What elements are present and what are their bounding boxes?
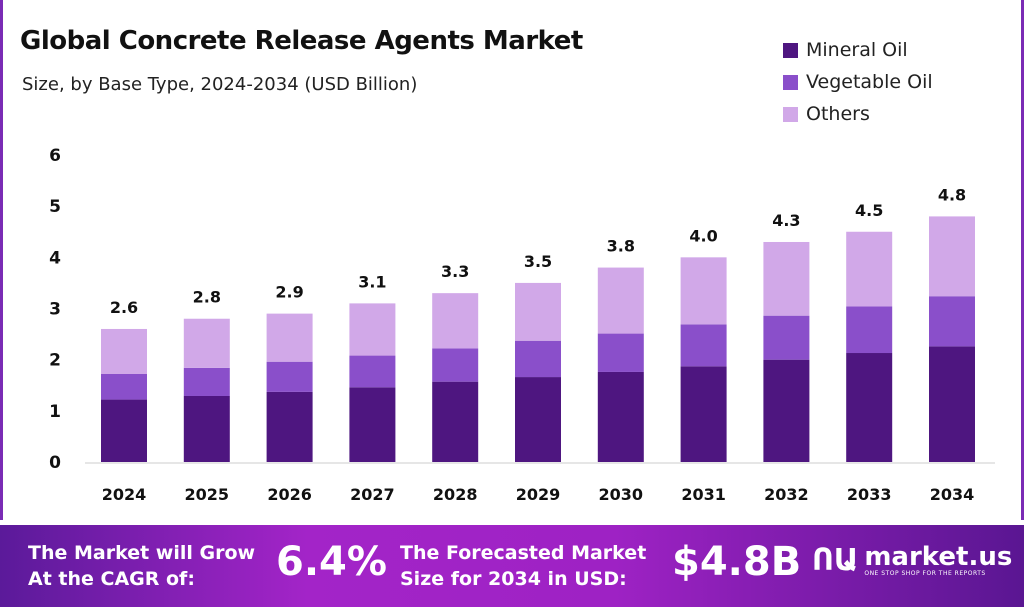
data-label-total: 2.8 [193, 288, 221, 307]
bar-segment-vegetable-oil [183, 367, 230, 396]
bar-segment-vegetable-oil [597, 333, 644, 372]
bar-segment-others [515, 282, 561, 341]
x-tick-label: 2029 [516, 485, 561, 504]
legend-label: Vegetable Oil [806, 71, 933, 93]
x-tick-label: 2027 [350, 485, 395, 504]
bar-segment-vegetable-oil [432, 348, 479, 382]
chart-title: Global Concrete Release Agents Market [20, 26, 583, 56]
bar-segment-mineral-oil [183, 395, 230, 462]
bar-segment-mineral-oil [349, 387, 396, 462]
legend-label: Others [806, 103, 870, 125]
bar-segment-others [680, 257, 727, 325]
bar-chart: 0 1 2 3 4 5 6 2.6 2024 2.8 2025 2.9 2026 3.1 2027 3.3 20… [49, 146, 995, 504]
y-tick-label: 4 [49, 248, 61, 268]
chart-subtitle: Size, by Base Type, 2024-2034 (USD Billi… [22, 74, 418, 95]
bar-segment-others [929, 216, 975, 297]
y-tick-label: 1 [49, 402, 61, 422]
bar-segment-vegetable-oil [846, 306, 893, 354]
y-tick-label: 5 [49, 197, 61, 217]
legend-item-others: Others [783, 98, 933, 130]
bar-segment-mineral-oil [101, 399, 147, 462]
y-tick-label: 3 [49, 300, 61, 320]
y-tick-label: 6 [49, 146, 61, 166]
logo-tagline: ONE STOP SHOP FOR THE REPORTS [864, 570, 986, 577]
bar-segment-vegetable-oil [929, 296, 975, 347]
legend-swatch [783, 74, 798, 90]
x-tick-label: 2031 [681, 485, 726, 504]
x-tick-label: 2024 [102, 485, 147, 504]
bar-segment-others [597, 267, 644, 334]
bar-segment-others [183, 318, 230, 368]
bar-segment-mineral-oil [597, 371, 644, 462]
data-label-total: 4.0 [689, 226, 717, 245]
bar-segment-mineral-oil [266, 391, 313, 462]
x-tick-label: 2028 [433, 485, 478, 504]
data-label-total: 3.3 [441, 262, 469, 281]
bar-segment-mineral-oil [929, 346, 975, 462]
forecast-label-line2: Size for 2034 in USD: [400, 568, 627, 590]
data-label-total: 3.1 [358, 272, 386, 291]
bar-segment-vegetable-oil [763, 315, 810, 360]
legend-label: Mineral Oil [806, 39, 908, 61]
x-tick-label: 2034 [930, 485, 975, 504]
bar-segment-vegetable-oil [680, 324, 727, 367]
bar-segment-others [266, 313, 313, 362]
data-label-total: 3.5 [524, 252, 552, 271]
bar-segment-mineral-oil [846, 353, 893, 462]
bar-segment-others [846, 231, 893, 307]
legend-item-mineral-oil: Mineral Oil [783, 34, 933, 66]
data-label-total: 2.6 [110, 298, 138, 317]
forecast-label: The Forecasted Market Size for 2034 in U… [400, 540, 646, 592]
market-us-logo: ՈԱ market.us ONE STOP SHOP FOR THE REPOR… [812, 543, 1012, 578]
data-label-total: 2.9 [275, 283, 303, 302]
legend-swatch [783, 106, 798, 122]
data-label-total: 3.8 [607, 237, 635, 256]
bar-segment-others [432, 293, 479, 349]
y-tick-label: 2 [49, 351, 61, 371]
legend-swatch [783, 42, 798, 58]
x-tick-label: 2032 [764, 485, 809, 504]
bar-segment-vegetable-oil [349, 355, 396, 388]
summary-banner: The Market will Grow At the CAGR of: 6.4… [0, 525, 1024, 607]
logo-name: market.us [864, 542, 1013, 572]
data-label-total: 4.3 [772, 211, 800, 230]
bar-segment-mineral-oil [515, 377, 561, 462]
bar-segment-mineral-oil [680, 366, 727, 462]
bar-segment-vegetable-oil [266, 361, 313, 392]
bar-segment-vegetable-oil [101, 373, 147, 400]
forecast-value: $4.8B [672, 539, 802, 585]
cagr-label: The Market will Grow At the CAGR of: [28, 540, 255, 592]
chart-frame [0, 0, 1024, 520]
legend: Mineral Oil Vegetable Oil Others [783, 34, 933, 130]
bar-segment-mineral-oil [763, 359, 810, 462]
x-tick-label: 2025 [185, 485, 230, 504]
bar-segment-mineral-oil [432, 381, 479, 462]
y-tick-label: 0 [49, 453, 61, 473]
forecast-label-line1: The Forecasted Market [400, 542, 647, 564]
bar-segment-others [101, 328, 147, 374]
data-label-total: 4.5 [855, 201, 883, 220]
cagr-label-line2: At the CAGR of: [28, 568, 195, 590]
x-tick-label: 2033 [847, 485, 892, 504]
x-tick-label: 2026 [267, 485, 312, 504]
cagr-value: 6.4% [276, 539, 387, 585]
bar-segment-others [349, 303, 396, 356]
x-tick-label: 2030 [599, 485, 644, 504]
legend-item-vegetable-oil: Vegetable Oil [783, 66, 933, 98]
logo-mark-icon: ՈԱ [812, 543, 859, 578]
bar-segment-others [763, 241, 810, 316]
bar-segment-vegetable-oil [515, 340, 561, 378]
data-label-total: 4.8 [938, 185, 966, 204]
cagr-label-line1: The Market will Grow [28, 542, 256, 564]
